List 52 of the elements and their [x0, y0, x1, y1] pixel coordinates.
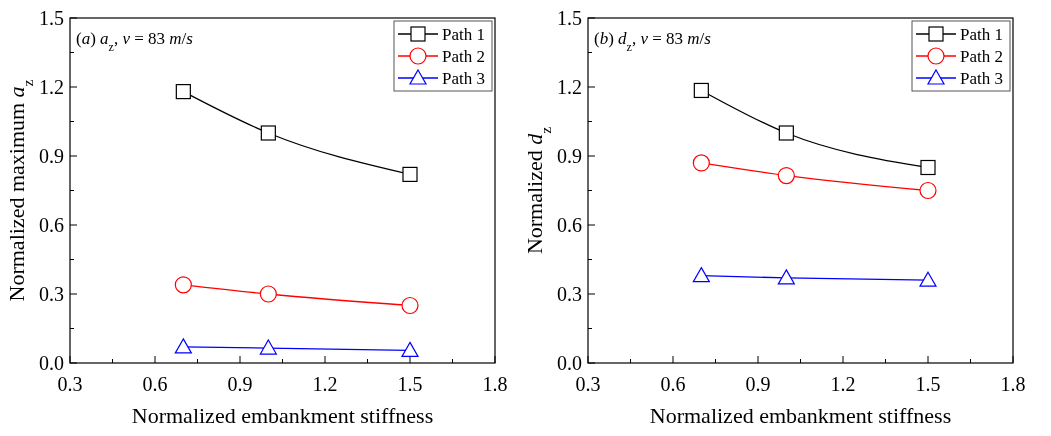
x-tick-label: 0.3: [575, 373, 601, 395]
y-tick-label: 1.5: [557, 7, 582, 29]
point: [174, 276, 192, 294]
x-tick-label: 0.3: [57, 373, 83, 395]
x-tick-label: 1.2: [312, 373, 338, 395]
legend-label: Path 3: [960, 68, 1003, 88]
x-tick-label: 0.9: [227, 373, 253, 395]
y-tick-label: 1.5: [39, 7, 64, 29]
x-tick-label: 0.6: [142, 373, 168, 395]
x-tick-label: 0.9: [745, 373, 771, 395]
point: [693, 82, 709, 99]
point: [175, 84, 191, 100]
y-tick-label: 0.6: [557, 214, 582, 236]
point: [919, 181, 937, 200]
legend-label: Path 3: [442, 68, 485, 88]
point: [401, 296, 419, 315]
x-tick-label: 1.5: [397, 373, 423, 395]
text: (b) d$_{z}$, v = 83 m/s: [594, 29, 711, 54]
point: [692, 267, 710, 283]
point: [259, 339, 277, 355]
point: [401, 341, 419, 357]
x-tick-label: 1.8: [482, 373, 508, 395]
x-tick-label: 1.8: [1000, 373, 1026, 395]
x-axis-title: Normalized embankment stiffness: [649, 403, 952, 428]
point: [692, 154, 710, 172]
x-axis-title: Normalized embankment stiffness: [131, 403, 434, 428]
point: [402, 166, 418, 182]
y-tick-label: 0.0: [39, 352, 64, 374]
legend-label: Path 1: [442, 24, 485, 44]
x-tick-label: 1.5: [915, 373, 941, 395]
y-tick-label: 1.2: [39, 76, 64, 98]
point: [777, 269, 795, 285]
y-tick-label: 0.3: [39, 283, 64, 305]
legend-label: Path 2: [960, 46, 1003, 66]
point: [777, 166, 795, 185]
legend-label: Path 1: [960, 24, 1003, 44]
x-tick-label: 1.2: [830, 373, 856, 395]
point: [260, 125, 276, 141]
y-tick-label: 1.2: [557, 76, 582, 98]
point: [174, 338, 192, 354]
point: [259, 285, 277, 303]
y-tick-label: 0.3: [557, 283, 582, 305]
legend-label: Path 2: [442, 46, 485, 66]
point: [920, 159, 936, 176]
point: [919, 271, 937, 287]
y-tick-label: 0.0: [557, 352, 582, 374]
y-tick-label: 0.6: [39, 214, 64, 236]
text: (a) a$_{z}$, v = 83 m/s: [76, 29, 193, 54]
x-tick-label: 0.6: [660, 373, 686, 395]
point: [778, 125, 794, 141]
y-tick-label: 0.9: [557, 145, 582, 167]
y-tick-label: 0.9: [39, 145, 64, 167]
